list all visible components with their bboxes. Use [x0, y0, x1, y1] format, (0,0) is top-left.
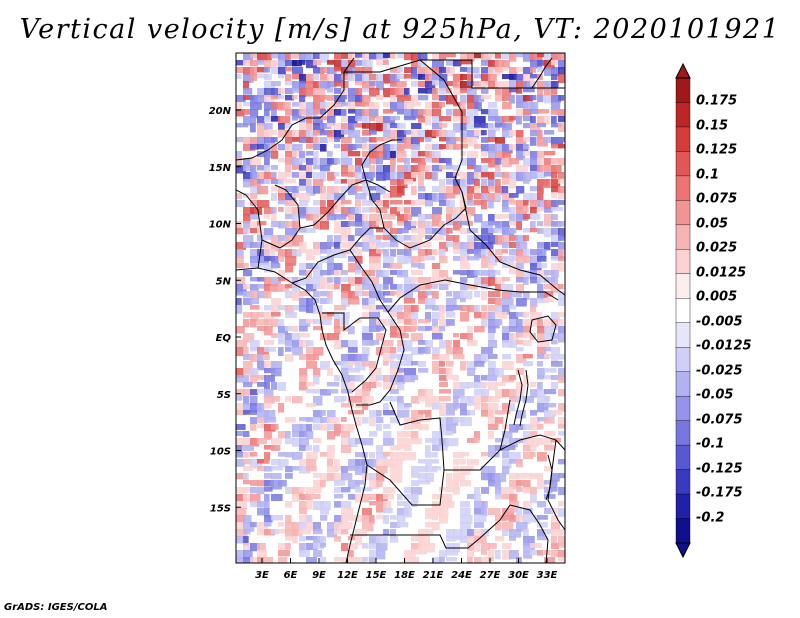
colorbar-label: -0.025 — [696, 363, 743, 379]
colorbar-segment — [675, 200, 691, 226]
colorbar-segment — [675, 347, 691, 373]
colorbar-segment — [675, 102, 691, 128]
lon-label: 15E — [366, 570, 387, 581]
red-sea-coast — [531, 57, 553, 89]
lon-label: 27E — [480, 570, 501, 581]
colorbar-segment — [675, 224, 691, 251]
colorbar-label: 0.075 — [696, 191, 738, 207]
colorbar-label: -0.05 — [696, 387, 734, 403]
lat-label: 10S — [210, 447, 231, 458]
colorbar-segment — [675, 395, 691, 422]
colorbar-segment — [675, 469, 691, 495]
colorbar-label: -0.125 — [696, 461, 743, 477]
colorbar-label: -0.1 — [696, 436, 725, 452]
lat-label: 15N — [209, 163, 232, 174]
colorbar-label: -0.005 — [696, 314, 743, 330]
colorbar-label: -0.0125 — [696, 338, 752, 354]
colorbar-label: 0.1 — [696, 167, 720, 183]
colorbar-label: 0.025 — [696, 240, 738, 256]
lon-label: 9E — [312, 570, 326, 581]
colorbar-segment — [675, 420, 691, 446]
colorbar — [675, 62, 691, 559]
lon-label: 3E — [255, 570, 269, 581]
lon-label: 30E — [508, 570, 529, 581]
colorbar-label: 0.175 — [696, 93, 738, 109]
map-frame — [235, 52, 566, 564]
border-line — [344, 59, 565, 296]
lat-label: 20N — [209, 106, 232, 117]
colorbar-segment — [675, 249, 691, 275]
colorbar-min-arrow — [675, 542, 691, 559]
latitude-labels: 20N 15N 10N 5N EQ 5S 10S 15S — [209, 106, 241, 514]
coastline-west — [236, 267, 368, 563]
colorbar-segment — [675, 493, 691, 520]
colorbar-segment — [675, 77, 691, 104]
border-line — [236, 57, 355, 161]
colorbar-segment — [675, 175, 691, 202]
colorbar-segment — [675, 298, 691, 324]
colorbar-label: -0.175 — [696, 485, 743, 501]
colorbar-label: -0.075 — [696, 412, 743, 428]
border-line — [389, 399, 511, 471]
lat-label: 5S — [217, 390, 231, 401]
lake-victoria — [529, 315, 557, 343]
colorbar-label: 0.125 — [696, 142, 738, 158]
lat-label: 10N — [209, 220, 232, 231]
lon-label: 33E — [537, 570, 558, 581]
border-line — [499, 434, 565, 451]
colorbar-segment — [675, 126, 691, 153]
lat-label: 5N — [216, 276, 232, 287]
border-line — [547, 439, 565, 531]
lon-label: 6E — [284, 570, 298, 581]
colorbar-label: 0.15 — [696, 118, 729, 134]
lon-label: 24E — [451, 570, 472, 581]
colorbar-label: 0.005 — [696, 289, 738, 305]
lake-tanganyika — [519, 369, 529, 427]
colorbar-segment — [675, 518, 691, 544]
longitude-labels: 3E 6E 9E 12E 15E 18E 21E 24E 27E 30E 33E — [255, 558, 558, 581]
colorbar-segment — [675, 151, 691, 177]
colorbar-segment — [675, 444, 691, 471]
footer-credit: GrADS: IGES/COLA — [4, 602, 108, 613]
colorbar-label: -0.2 — [696, 510, 725, 526]
border-line — [349, 249, 559, 313]
border-line — [350, 504, 511, 549]
colorbar-segment — [675, 371, 691, 397]
velocity-field — [236, 53, 565, 563]
border-line — [322, 312, 387, 393]
lake-malawi — [545, 454, 553, 501]
border-line — [420, 59, 565, 89]
lon-label: 12E — [337, 570, 358, 581]
country-borders — [236, 57, 565, 563]
border-line — [366, 464, 445, 506]
lake-tanganyika — [513, 369, 523, 426]
border-line — [509, 504, 549, 563]
colorbar-label: 0.0125 — [696, 265, 747, 281]
lat-label: 15S — [210, 503, 231, 514]
lon-label: 18E — [394, 570, 415, 581]
border-line — [299, 179, 391, 229]
chart-title: Vertical velocity [m/s] at 925hPa, VT: 2… — [19, 14, 781, 45]
border-line — [361, 139, 402, 229]
colorbar-max-arrow — [675, 62, 691, 79]
colorbar-label: 0.05 — [696, 216, 729, 232]
colorbar-segment — [675, 273, 691, 299]
lat-label: EQ — [216, 333, 232, 344]
colorbar-segment — [675, 322, 691, 348]
lon-label: 21E — [423, 570, 444, 581]
border-line — [356, 311, 405, 406]
border-line — [236, 189, 263, 269]
